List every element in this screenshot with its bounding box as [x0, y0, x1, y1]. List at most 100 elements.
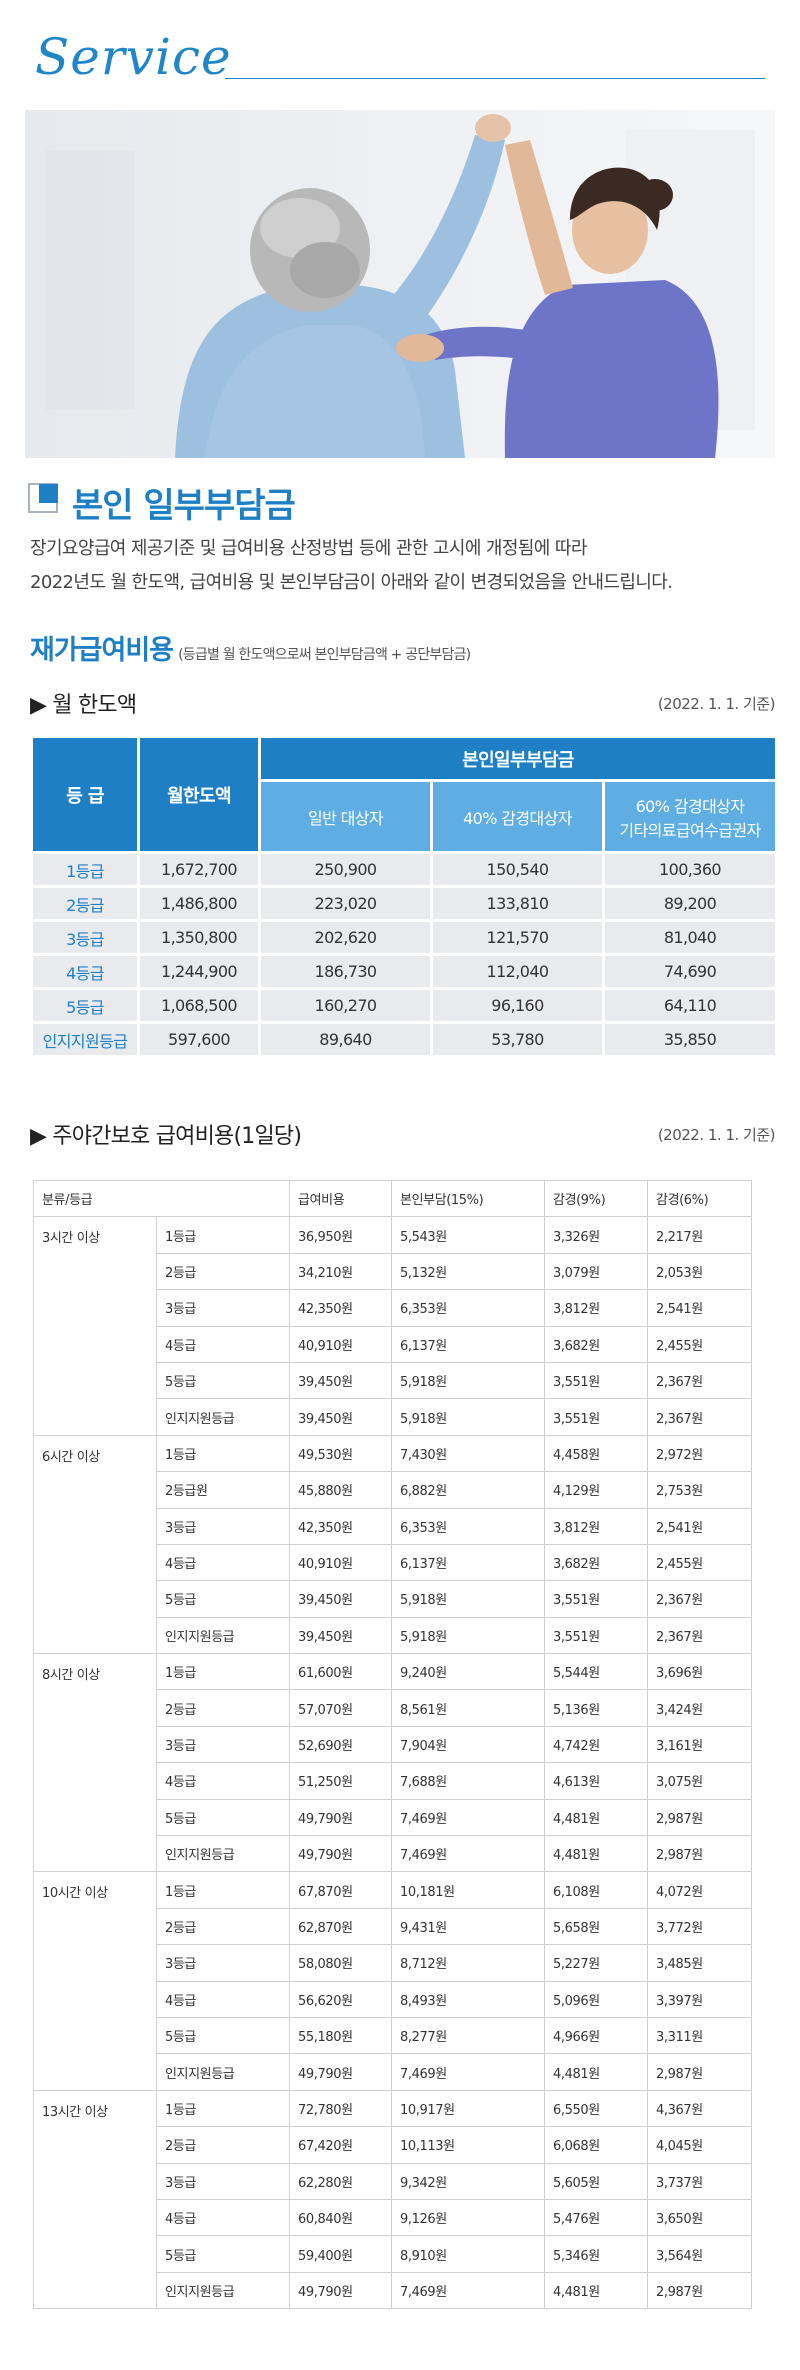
- value-cell: 3,772원: [647, 1907, 753, 1946]
- value-cell: 72,780원: [289, 2089, 393, 2128]
- table-row: 3등급 1,350,800 202,620 121,570 81,040: [30, 919, 779, 956]
- value-cell: 3,326원: [544, 1216, 649, 1254]
- daycare-header-cost: 급여비용: [289, 1179, 393, 1218]
- value-cell: 3,682원: [544, 1325, 649, 1363]
- value-cell: 4,458원: [544, 1434, 649, 1473]
- value-cell: 42,350원: [289, 1507, 393, 1545]
- monthly-limit-date: (2022. 1. 1. 기준): [657, 695, 776, 713]
- grade-cell: 1등급: [155, 1434, 291, 1473]
- value-cell: 39,450원: [289, 1616, 393, 1655]
- value-cell: 2,367원: [647, 1616, 753, 1655]
- value-cell: 58,080원: [289, 1944, 393, 1982]
- value-cell: 4,367원: [647, 2089, 753, 2128]
- table-row: 인지지원등급 597,600 89,640 53,780 35,850: [30, 1021, 779, 1058]
- intro-line-1: 장기요양급여 제공기준 및 급여비용 산정방법 등에 관한 고시에 개정됨에 따…: [30, 538, 587, 559]
- value-cell: 4,966원: [544, 2016, 649, 2055]
- duration-group-cell: 6시간 이상: [33, 1434, 157, 1655]
- value-cell: 6,137원: [391, 1325, 546, 1363]
- value-cell: 67,420원: [289, 2126, 393, 2164]
- grade-cell: 1등급: [155, 1653, 291, 1691]
- value-cell: 52,690원: [289, 1725, 393, 1764]
- value-cell: 81,040: [601, 919, 779, 956]
- value-cell: 10,113원: [391, 2126, 546, 2164]
- caregiver-illustration: [25, 110, 775, 458]
- value-cell: 7,469원: [391, 2271, 546, 2310]
- daycare-header-reduced-9: 감경(9%): [544, 1179, 649, 1218]
- header-reduced-60-line2: 기타의료급여수급권자: [619, 820, 761, 840]
- value-cell: 4,742원: [544, 1725, 649, 1764]
- value-cell: 49,790원: [289, 1798, 393, 1837]
- grade-cell: 4등급: [155, 1543, 291, 1582]
- value-cell: 1,350,800: [137, 919, 261, 956]
- value-cell: 7,469원: [391, 1835, 546, 1873]
- table-row: 4등급 40,910원 6,137원 3,682원 2,455원: [34, 1325, 753, 1363]
- value-cell: 5,544원: [544, 1653, 649, 1691]
- duration-group-cell: 13시간 이상: [33, 2089, 157, 2310]
- header-divider: [225, 78, 765, 79]
- value-cell: 8,277원: [391, 2016, 546, 2055]
- grade-cell: 4등급: [30, 953, 140, 990]
- header-reduced-40: 40% 감경대상자: [430, 779, 605, 854]
- value-cell: 1,672,700: [137, 851, 261, 888]
- section-title: 본인 일부부담금: [72, 486, 296, 526]
- value-cell: 186,730: [258, 953, 433, 990]
- value-cell: 62,280원: [289, 2162, 393, 2200]
- table-row: 5등급 1,068,500 160,270 96,160 64,110: [30, 987, 779, 1024]
- intro-line-2: 2022년도 월 한도액, 급여비용 및 본인부담금이 아래와 같이 변경되었음…: [30, 572, 673, 593]
- value-cell: 5,658원: [544, 1907, 649, 1946]
- value-cell: 60,840원: [289, 2198, 393, 2237]
- table-row: 10시간 이상 1등급 67,870원 10,181원 6,108원 4,072원: [33, 1871, 753, 2091]
- header-grade: 등 급: [30, 735, 140, 854]
- grade-cell: 2등급: [155, 1689, 291, 1727]
- table-row: 3등급 42,350원 6,353원 3,812원 2,541원: [34, 1507, 753, 1545]
- value-cell: 3,551원: [544, 1398, 649, 1436]
- value-cell: 2,541원: [647, 1507, 753, 1545]
- grade-cell: 3등급: [155, 2162, 291, 2200]
- value-cell: 6,108원: [544, 1871, 649, 1909]
- value-cell: 8,910원: [391, 2235, 546, 2273]
- header-reduced-60-line1: 60% 감경대상자: [635, 796, 745, 816]
- value-cell: 3,161원: [647, 1725, 753, 1764]
- header-reduced-60: 60% 감경대상자 기타의료급여수급권자: [601, 779, 779, 854]
- section-square-icon: [28, 483, 58, 513]
- header-limit: 월한도액: [137, 735, 261, 854]
- table-row: 3등급 42,350원 6,353원 3,812원 2,541원: [34, 1289, 753, 1327]
- value-cell: 5,918원: [391, 1361, 546, 1400]
- value-cell: 3,424원: [647, 1689, 753, 1727]
- subsection-heading: 재가급여비용 (등급별 월 한도액으로써 본인부담금액 + 공단부담금): [30, 628, 471, 667]
- grade-cell: 1등급: [155, 1216, 291, 1254]
- table-row: 3시간 이상 1등급 36,950원 5,543원 3,326원 2,217원: [33, 1216, 753, 1436]
- value-cell: 7,904원: [391, 1725, 546, 1764]
- table-row: 인지지원등급 49,790원 7,469원 4,481원 2,987원: [34, 2271, 753, 2310]
- value-cell: 62,870원: [289, 1907, 393, 1946]
- value-cell: 5,543원: [391, 1216, 546, 1254]
- value-cell: 36,950원: [289, 1216, 393, 1254]
- value-cell: 3,737원: [647, 2162, 753, 2200]
- value-cell: 10,181원: [391, 1871, 546, 1909]
- value-cell: 2,753원: [647, 1471, 753, 1509]
- value-cell: 49,530원: [289, 1434, 393, 1473]
- header-general: 일반 대상자: [258, 779, 433, 854]
- daycare-cost-date: (2022. 1. 1. 기준): [657, 1126, 776, 1144]
- grade-cell: 5등급: [30, 987, 140, 1024]
- value-cell: 89,640: [258, 1021, 433, 1058]
- monthly-limit-title: ▶ 월 한도액: [30, 693, 137, 718]
- grade-cell: 인지지원등급: [155, 2053, 291, 2091]
- value-cell: 4,481원: [544, 2053, 649, 2091]
- grade-cell: 4등급: [155, 1980, 291, 2018]
- grade-cell: 인지지원등급: [155, 2271, 291, 2310]
- grade-cell: 3등급: [30, 919, 140, 956]
- value-cell: 40,910원: [289, 1325, 393, 1363]
- grade-cell: 1등급: [155, 2089, 291, 2128]
- value-cell: 53,780: [430, 1021, 605, 1058]
- grade-cell: 5등급: [155, 2235, 291, 2273]
- grade-cell: 인지지원등급: [30, 1021, 140, 1058]
- grade-cell: 2등급원: [155, 1471, 291, 1509]
- value-cell: 6,353원: [391, 1507, 546, 1545]
- value-cell: 6,137원: [391, 1543, 546, 1582]
- value-cell: 3,650원: [647, 2198, 753, 2237]
- value-cell: 2,367원: [647, 1580, 753, 1618]
- value-cell: 3,812원: [544, 1507, 649, 1545]
- value-cell: 5,605원: [544, 2162, 649, 2200]
- grade-cell: 3등급: [155, 1289, 291, 1327]
